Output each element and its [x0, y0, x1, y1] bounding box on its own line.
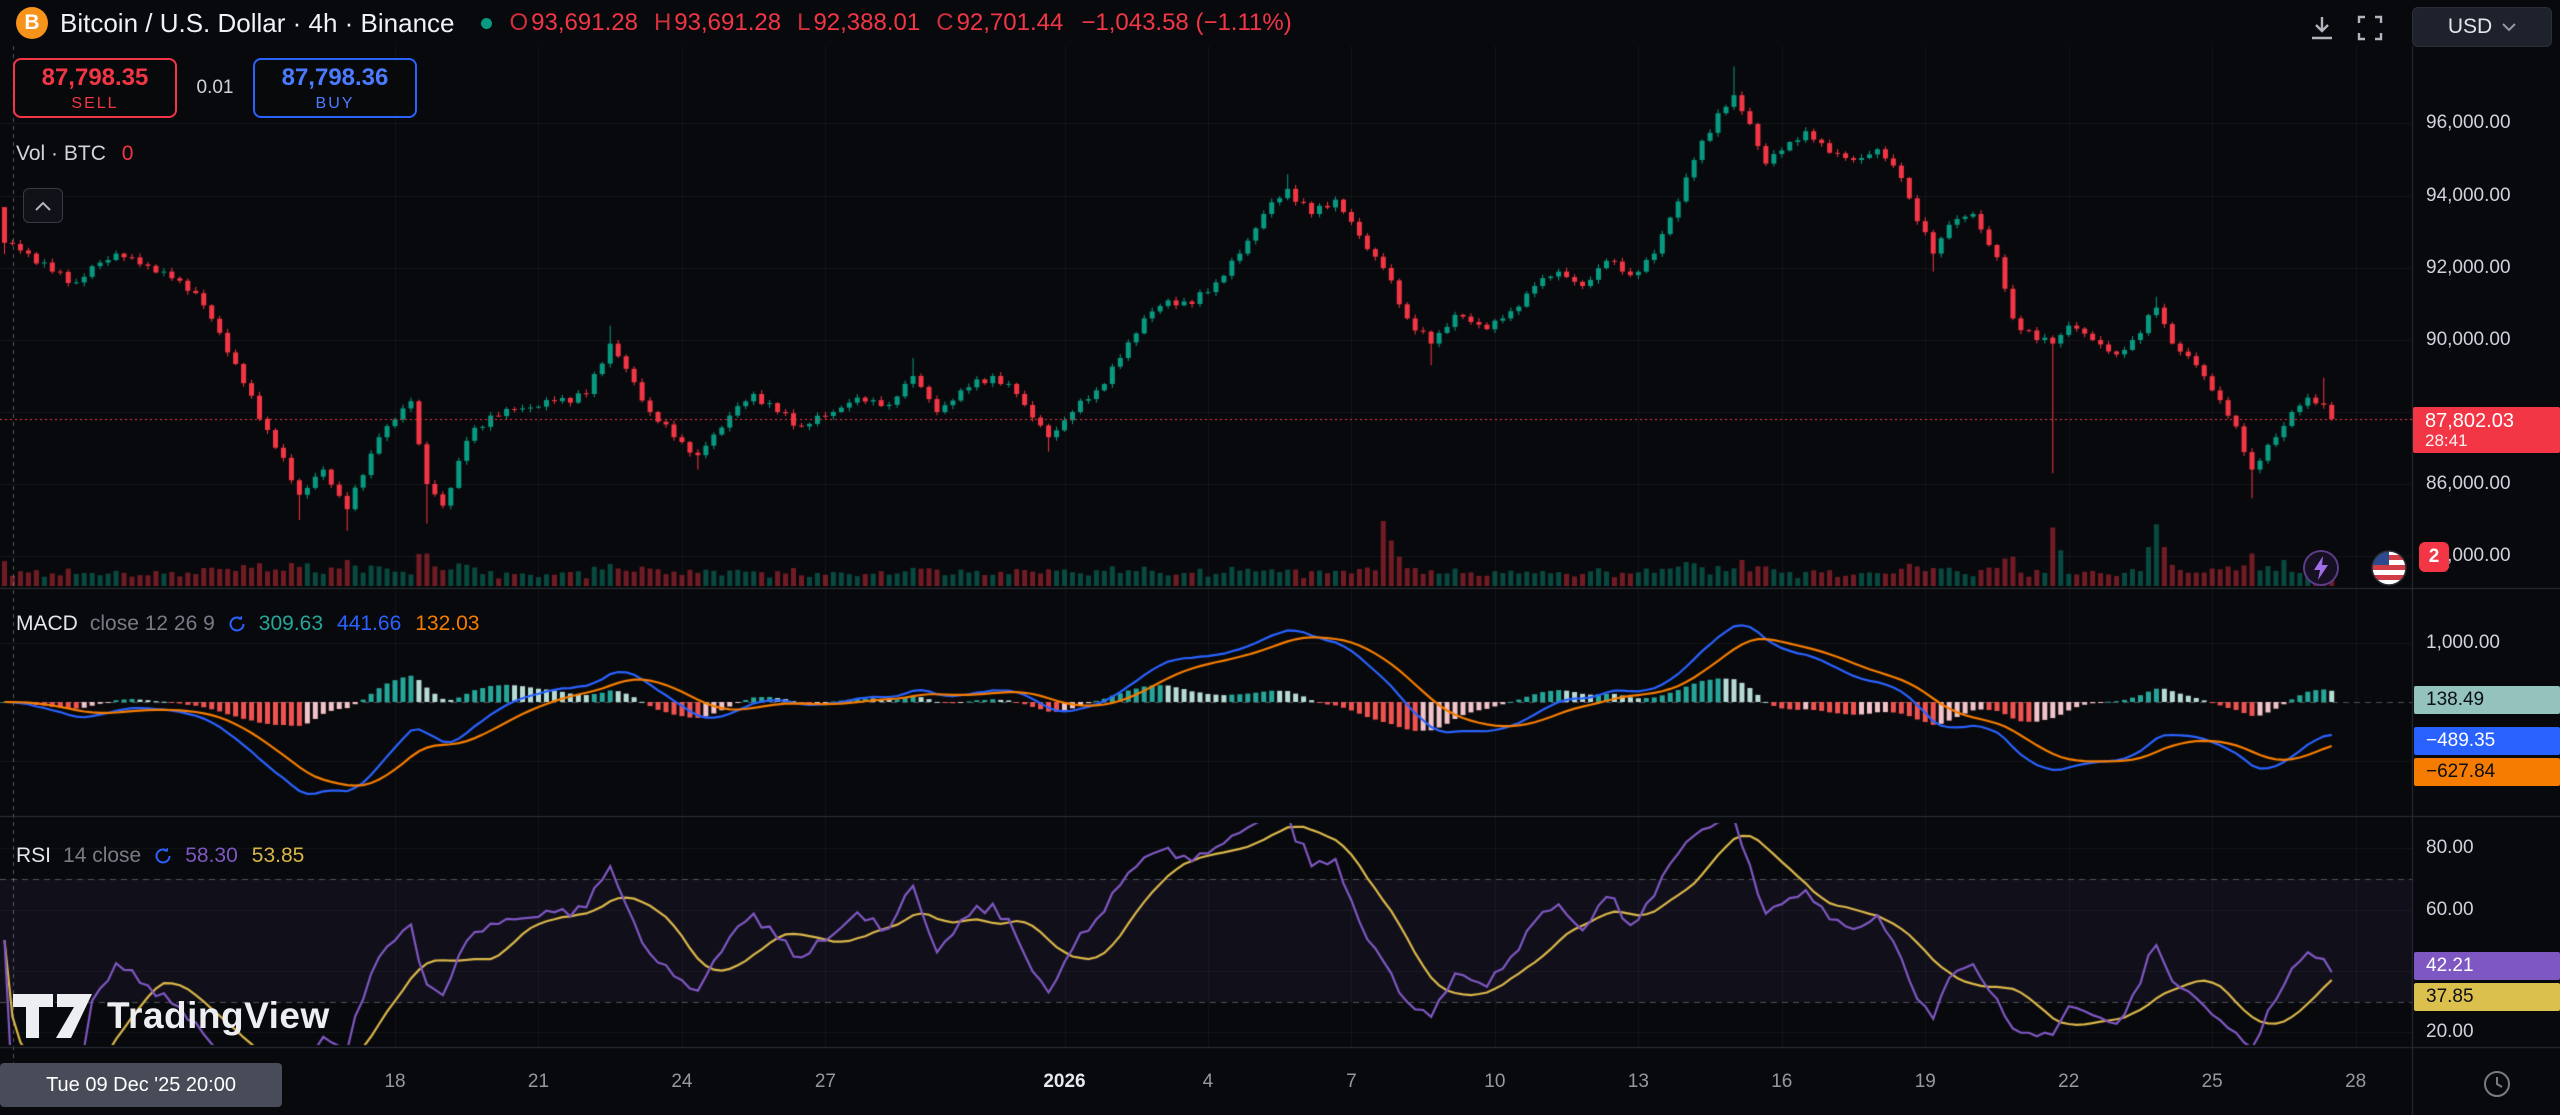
- symbol-title[interactable]: Bitcoin / U.S. Dollar · 4h · Binance: [60, 7, 455, 38]
- time-axis-label: 7: [1346, 1071, 1357, 1092]
- sell-button[interactable]: 87,798.35 SELL: [13, 58, 177, 118]
- fullscreen-icon[interactable]: [2352, 10, 2388, 46]
- order-panel: 87,798.35 SELL 0.01 87,798.36 BUY: [13, 58, 417, 118]
- rsi-title: RSI: [16, 844, 52, 867]
- sync-icon[interactable]: [153, 846, 173, 866]
- macd-line-value: 441.66: [337, 612, 402, 635]
- time-axis-label: 19: [1914, 1071, 1936, 1092]
- currency-selector[interactable]: USD: [2412, 7, 2552, 47]
- lightning-alert-icon[interactable]: [2302, 549, 2340, 587]
- price-change: −1,043.58 (−1.11%): [1081, 9, 1292, 36]
- time-axis-label: 28: [2345, 1071, 2367, 1092]
- ohlc-high-value: 93,691.28: [674, 9, 782, 36]
- volume-legend: Vol · BTC 0: [16, 142, 133, 166]
- tradingview-wordmark: TradingView: [107, 995, 330, 1036]
- bitcoin-icon: B: [16, 7, 48, 39]
- ohlc-low-key: L: [797, 9, 811, 36]
- time-axis-label: 16: [1771, 1071, 1793, 1092]
- macd-legend: MACD close 12 26 9 309.63 441.66 132.03: [16, 612, 479, 636]
- time-axis-label: 24: [671, 1071, 693, 1092]
- us-flag-icon[interactable]: [2370, 549, 2408, 587]
- tradingview-logo[interactable]: TradingView: [13, 994, 330, 1038]
- chart-header: B Bitcoin / U.S. Dollar · 4h · Binance O…: [0, 0, 2316, 46]
- last-price-badge: 87,802.03 28:41: [2413, 407, 2560, 453]
- last-price: 87,802.03: [2425, 410, 2514, 432]
- notification-badge: 2: [2419, 542, 2449, 572]
- time-axis-label: 10: [1484, 1071, 1506, 1092]
- tradingview-mark-icon: [13, 994, 92, 1038]
- buy-label: BUY: [315, 94, 355, 112]
- volume-value: 0: [121, 142, 134, 165]
- time-axis[interactable]: Tue 09 Dec '25 20:00 18 21 24 27 2026 4 7 10 13 1…: [0, 1047, 2560, 1115]
- time-axis-label: 2026: [1043, 1071, 1086, 1092]
- buy-button[interactable]: 87,798.36 BUY: [253, 58, 417, 118]
- ohlc-close-key: C: [936, 9, 954, 36]
- buy-price: 87,798.36: [281, 63, 389, 91]
- currency-label: USD: [2447, 15, 2493, 38]
- ohlc-low-value: 92,388.01: [813, 9, 921, 36]
- sell-label: SELL: [71, 94, 119, 112]
- time-axis-label: 21: [527, 1071, 550, 1092]
- crosshair-time-label: Tue 09 Dec '25 20:00: [0, 1063, 282, 1107]
- time-axis-label: 18: [384, 1071, 406, 1092]
- ohlc-open-value: 93,691.28: [531, 9, 638, 36]
- ohlc-row: O 93,691.28 H 93,691.28 L 92,388.01 C 92…: [510, 9, 1080, 37]
- pane-collapse-button[interactable]: [23, 188, 63, 223]
- sell-price: 87,798.35: [41, 63, 149, 91]
- timezone-clock-icon[interactable]: [2482, 1069, 2512, 1099]
- ohlc-open-key: O: [509, 9, 529, 36]
- macd-signal-value: 132.03: [415, 612, 480, 635]
- macd-title: MACD: [16, 612, 78, 635]
- rsi-ma-value: 53.85: [251, 844, 305, 867]
- ohlc-close-value: 92,701.44: [956, 9, 1064, 36]
- macd-params: close 12 26 9: [89, 612, 215, 635]
- rsi-value: 58.30: [185, 844, 238, 867]
- macd-hist-value: 309.63: [258, 612, 324, 635]
- time-axis-label: 25: [2201, 1071, 2223, 1092]
- chevron-up-icon: [35, 201, 51, 211]
- download-icon[interactable]: [2304, 10, 2340, 46]
- market-status-dot: [480, 17, 492, 29]
- chevron-down-icon: [2502, 22, 2516, 31]
- time-axis-label: 22: [2058, 1071, 2080, 1092]
- sync-icon[interactable]: [227, 614, 247, 634]
- bar-countdown: 28:41: [2425, 431, 2468, 450]
- volume-label: Vol · BTC: [16, 142, 106, 165]
- spread-value: 0.01: [196, 77, 234, 98]
- time-axis-label: 27: [814, 1071, 836, 1092]
- ohlc-high-key: H: [653, 9, 672, 36]
- time-axis-label: 13: [1627, 1071, 1649, 1092]
- rsi-legend: RSI 14 close 58.30 53.85: [16, 844, 304, 868]
- time-axis-label: 4: [1202, 1071, 1214, 1092]
- rsi-params: 14 close: [63, 844, 142, 867]
